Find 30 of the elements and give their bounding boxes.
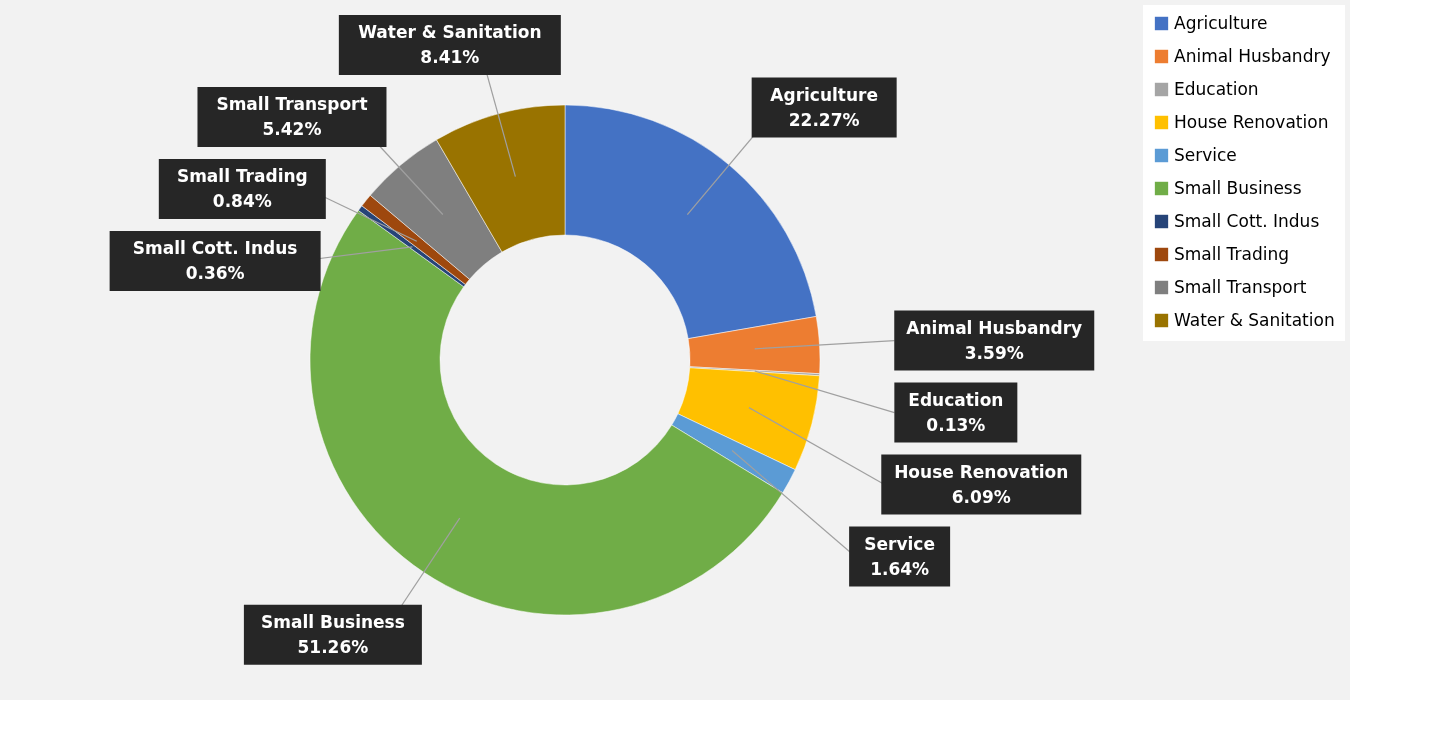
data-label: 1.64% <box>870 558 930 579</box>
data-label: 51.26% <box>297 636 369 657</box>
data-label: 0.36% <box>185 263 245 283</box>
slice-label: Service <box>864 533 935 554</box>
data-label: 0.13% <box>926 414 986 435</box>
slice-label: Education <box>908 389 1004 410</box>
legend-label: Small Transport <box>1174 276 1307 297</box>
legend-label: Small Business <box>1174 177 1302 198</box>
data-label: 0.84% <box>212 191 272 211</box>
legend-label: Education <box>1174 78 1259 99</box>
legend-label: Service <box>1174 144 1237 165</box>
legend-label: Small Cott. Indus <box>1174 210 1320 231</box>
slice-label: Small Business <box>260 611 405 632</box>
slice-label: House Renovation <box>894 461 1069 482</box>
legend-label: Water & Sanitation <box>1174 309 1335 330</box>
slice-label: Small Trading <box>176 166 308 186</box>
slice-label: Animal Husbandry <box>906 317 1083 338</box>
data-label: 3.59% <box>964 342 1024 363</box>
data-label: 5.42% <box>262 119 322 139</box>
data-label: 8.41% <box>420 47 480 67</box>
legend-label: House Renovation <box>1174 111 1329 132</box>
slice-label: Agriculture <box>770 84 879 105</box>
data-label: 6.09% <box>951 486 1011 507</box>
legend-label: Small Trading <box>1174 243 1289 264</box>
legend-label: Agriculture <box>1174 12 1268 33</box>
data-label: 22.27% <box>788 109 860 130</box>
slice-label: Small Transport <box>216 94 368 114</box>
slice-label: Water & Sanitation <box>358 22 542 42</box>
legend-label: Animal Husbandry <box>1174 45 1331 66</box>
slice-label: Small Cott. Indus <box>132 238 298 258</box>
